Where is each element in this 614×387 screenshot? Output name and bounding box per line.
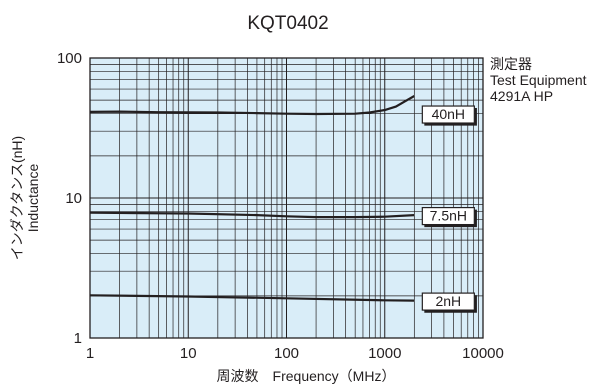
y-tick-labels: 1 10 100 bbox=[57, 50, 82, 347]
y-tick-label: 100 bbox=[57, 50, 82, 67]
series-label-shadow bbox=[424, 209, 477, 228]
series-label-box bbox=[421, 292, 475, 311]
series-layer bbox=[89, 95, 415, 302]
x-tick-label: 10 bbox=[180, 345, 197, 362]
x-tick-labels: 1 10 100 1000 10000 bbox=[86, 345, 504, 362]
x-axis-label: 周波数 Frequency（MHz） bbox=[217, 368, 396, 384]
equipment-note-jp: 測定器 bbox=[490, 56, 532, 72]
series-label-shadow bbox=[424, 295, 477, 313]
y-axis-label: インダクタンス(nH) Inductance bbox=[9, 136, 41, 260]
x-tick-label: 1 bbox=[86, 345, 94, 362]
series-label-shadow bbox=[424, 108, 477, 126]
series-line bbox=[89, 211, 415, 219]
x-tick-label: 1000 bbox=[368, 345, 401, 362]
x-tick-label: 100 bbox=[274, 345, 299, 362]
equipment-note-model: 4291A HP bbox=[490, 88, 553, 104]
plot-frame bbox=[89, 57, 484, 339]
equipment-note-en: Test Equipment bbox=[490, 72, 587, 88]
y-tick-label: 1 bbox=[74, 330, 82, 347]
y-tick-label: 10 bbox=[65, 190, 82, 207]
x-tick-label: 10000 bbox=[462, 345, 504, 362]
series-label-box bbox=[421, 105, 475, 124]
equipment-note: 測定器 Test Equipment 4291A HP bbox=[490, 56, 587, 104]
series-line bbox=[89, 95, 415, 116]
grid bbox=[90, 58, 483, 338]
y-axis-label-en: Inductance bbox=[25, 164, 41, 233]
series-labels: 40nH 7.5nH 2nH bbox=[421, 105, 477, 313]
series-line bbox=[89, 294, 415, 302]
series-label-box bbox=[421, 206, 475, 226]
series-label: 40nH bbox=[432, 106, 465, 122]
chart-title: KQT0402 bbox=[247, 13, 328, 34]
series-label: 7.5nH bbox=[430, 208, 467, 224]
y-axis-label-jp: インダクタンス(nH) bbox=[9, 136, 25, 260]
series-label: 2nH bbox=[435, 293, 461, 309]
